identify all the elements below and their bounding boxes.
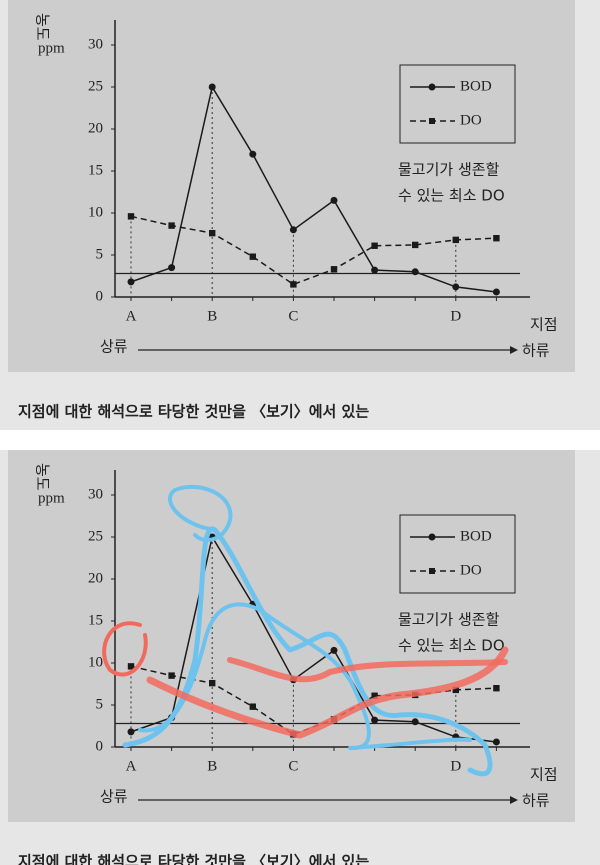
red-scribble bbox=[146, 646, 509, 739]
bod-point bbox=[127, 728, 135, 736]
do-point bbox=[493, 685, 500, 692]
series-line bbox=[130, 215, 497, 286]
do-point bbox=[452, 236, 459, 244]
bod-point bbox=[168, 264, 176, 272]
y-tick-label: 10 bbox=[88, 654, 103, 670]
upstream-label: 상류 bbox=[100, 338, 128, 356]
bod-point bbox=[249, 150, 257, 158]
series-line bbox=[130, 85, 497, 293]
x-tick-label: A bbox=[126, 308, 137, 324]
do-point bbox=[330, 266, 338, 273]
do-point bbox=[249, 253, 256, 260]
legend-marker bbox=[429, 118, 435, 124]
y-tick-label: 30 bbox=[88, 36, 103, 52]
x-tick-label: C bbox=[288, 308, 298, 324]
x-tick-label: D bbox=[450, 308, 461, 324]
legend-box bbox=[399, 514, 516, 594]
y-tick-label: 25 bbox=[88, 78, 103, 94]
y-axis-label: 농도 bbox=[34, 463, 52, 491]
series-line bbox=[130, 535, 497, 743]
x-tick-label: B bbox=[207, 308, 217, 324]
y-axis-unit: ppm bbox=[38, 490, 65, 506]
threshold-label: 물고기가 생존할 bbox=[398, 161, 500, 179]
x-tick-label: A bbox=[126, 758, 137, 774]
threshold-label: 물고기가 생존할 bbox=[398, 611, 500, 629]
do-point bbox=[290, 281, 297, 288]
hand-drawn-annotations bbox=[102, 484, 509, 777]
do-point bbox=[127, 213, 135, 220]
do-point bbox=[168, 222, 175, 229]
do-point bbox=[168, 672, 175, 679]
bod-point bbox=[452, 283, 460, 291]
do-point bbox=[209, 229, 216, 237]
legend-box bbox=[399, 64, 516, 144]
bod-point bbox=[127, 278, 135, 286]
do-point bbox=[412, 241, 419, 249]
blue-scribble bbox=[138, 602, 472, 751]
do-point bbox=[371, 242, 378, 249]
bod-point bbox=[330, 196, 338, 204]
x-axis-label: 지점 bbox=[530, 766, 558, 784]
flow-arrowhead bbox=[510, 796, 518, 804]
bod-point bbox=[208, 83, 216, 91]
upstream-label: 상류 bbox=[100, 788, 128, 806]
bod-point bbox=[330, 646, 338, 654]
legend-marker bbox=[428, 533, 436, 541]
legend-marker bbox=[428, 83, 436, 91]
y-tick-label: 10 bbox=[88, 204, 103, 220]
downstream-label: 하류 bbox=[522, 792, 550, 810]
threshold-label: 수 있는 최소 DO bbox=[398, 637, 505, 655]
do-point bbox=[249, 703, 256, 710]
blue-circle bbox=[168, 484, 233, 542]
threshold-label: 수 있는 최소 DO bbox=[398, 187, 505, 205]
do-point bbox=[371, 692, 378, 699]
legend-label: BOD bbox=[460, 528, 492, 544]
chart-panel bbox=[8, 450, 575, 822]
y-tick-label: 30 bbox=[88, 486, 103, 502]
do-point bbox=[127, 663, 135, 670]
bod-point bbox=[492, 738, 500, 746]
red-circle bbox=[102, 621, 148, 677]
caption: 지점에 대한 해석으로 타당한 것만을 〈보기〉에서 있는 bbox=[18, 403, 369, 421]
y-tick-label: 5 bbox=[96, 696, 104, 712]
downstream-label: 하류 bbox=[522, 342, 550, 360]
y-tick-label: 5 bbox=[96, 246, 104, 262]
y-tick-label: 0 bbox=[96, 738, 104, 754]
x-axis-label: 지점 bbox=[530, 316, 558, 334]
x-tick-label: D bbox=[450, 758, 461, 774]
legend-label: DO bbox=[460, 562, 482, 578]
do-point bbox=[452, 686, 459, 694]
y-tick-label: 15 bbox=[88, 162, 103, 178]
do-point bbox=[493, 235, 500, 242]
bod-point bbox=[289, 226, 297, 234]
red-scribble bbox=[227, 657, 508, 683]
x-tick-label: B bbox=[207, 758, 217, 774]
bod-point bbox=[371, 716, 379, 724]
bod-point bbox=[411, 718, 419, 726]
caption: 지점에 대한 해석으로 타당한 것만을 〈보기〉에서 있는 bbox=[18, 853, 369, 865]
y-tick-label: 0 bbox=[96, 288, 104, 304]
y-tick-label: 25 bbox=[88, 528, 103, 544]
blue-scribble bbox=[122, 526, 493, 777]
y-tick-label: 15 bbox=[88, 612, 103, 628]
legend-label: DO bbox=[460, 112, 482, 128]
bod-point bbox=[411, 268, 419, 276]
y-axis-label: 농도 bbox=[34, 13, 52, 41]
legend-marker bbox=[429, 568, 435, 574]
bod-point bbox=[492, 288, 500, 296]
y-tick-label: 20 bbox=[88, 120, 103, 136]
flow-arrowhead bbox=[510, 346, 518, 354]
chart-panel bbox=[8, 0, 575, 372]
bod-point bbox=[371, 266, 379, 274]
y-axis-unit: ppm bbox=[38, 40, 65, 56]
do-point bbox=[209, 679, 216, 687]
y-tick-label: 20 bbox=[88, 570, 103, 586]
x-tick-label: C bbox=[288, 758, 298, 774]
legend-label: BOD bbox=[460, 78, 492, 94]
